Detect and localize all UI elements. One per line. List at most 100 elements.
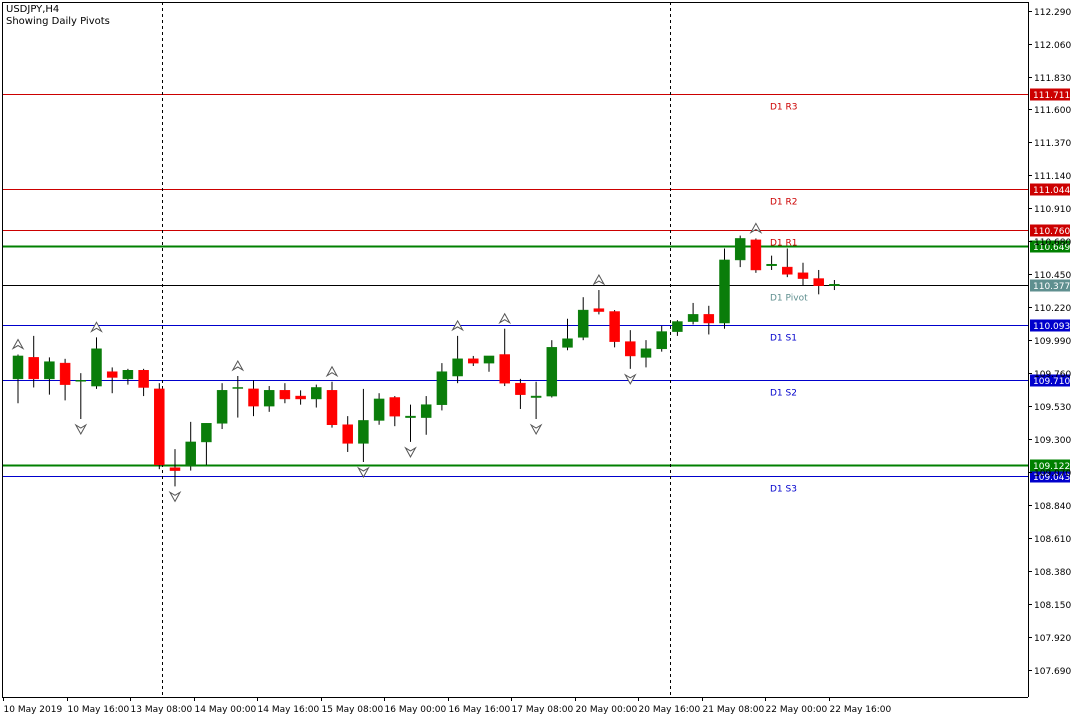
candle-body-47	[750, 239, 762, 271]
y-tick-label-4: 111.370	[1034, 139, 1071, 149]
level-tag-d1-s1	[1030, 319, 1070, 332]
candle-30[interactable]	[483, 355, 495, 372]
candle-body-13	[216, 390, 228, 424]
level-tag-d1-r2	[1030, 183, 1070, 196]
candle-51[interactable]	[813, 269, 824, 295]
y-tick-label-1: 112.060	[1034, 41, 1071, 51]
candle-44[interactable]	[703, 305, 715, 335]
level-tag-value-d1-s2: 109.710	[1033, 377, 1070, 387]
candle-12[interactable]	[201, 423, 212, 465]
level-name-d1-s1: D1 S1	[770, 334, 797, 344]
candle-28[interactable]	[452, 335, 463, 384]
candle-35[interactable]	[562, 318, 573, 351]
candle-45[interactable]	[719, 248, 730, 329]
level-tag-d1-pivot	[1030, 279, 1070, 292]
level-tag-value-d1-s1: 110.093	[1033, 322, 1070, 332]
candle-0[interactable]	[12, 354, 24, 404]
fractal-down-arrow-12	[623, 373, 637, 385]
candle-4[interactable]	[75, 373, 87, 419]
candle-body-33	[530, 395, 542, 398]
candle-20[interactable]	[326, 381, 338, 428]
candle-body-5	[91, 348, 102, 387]
candle-body-51	[813, 278, 824, 286]
candle-40[interactable]	[640, 340, 652, 368]
candle-8[interactable]	[138, 368, 149, 397]
fractal-up-arrow-4	[231, 359, 245, 372]
level-tag-value-d1-r2: 111.044	[1033, 186, 1070, 196]
candle-49[interactable]	[782, 248, 793, 278]
candle-body-43	[687, 314, 699, 322]
candle-46[interactable]	[734, 235, 746, 268]
y-tick-label-5: 111.140	[1034, 172, 1071, 182]
candle-9[interactable]	[154, 383, 165, 470]
candle-16[interactable]	[263, 386, 275, 412]
candle-14[interactable]	[232, 376, 244, 418]
candle-27[interactable]	[436, 363, 448, 411]
level-tag-d1-s3	[1030, 470, 1070, 483]
candle-32[interactable]	[515, 378, 526, 409]
level-name-d1-pivot: D1 Pivot	[770, 294, 808, 304]
candle-body-40	[640, 348, 652, 358]
candle-43[interactable]	[687, 302, 699, 325]
candle-body-26	[420, 404, 432, 418]
candle-13[interactable]	[216, 383, 228, 430]
candle-body-1	[28, 357, 39, 380]
candle-36[interactable]	[577, 297, 589, 341]
candle-38[interactable]	[609, 310, 620, 348]
candle-23[interactable]	[373, 393, 385, 425]
candle-52[interactable]	[829, 280, 840, 291]
candle-body-41	[656, 331, 667, 350]
candle-24[interactable]	[389, 396, 401, 427]
candle-body-6	[106, 371, 118, 378]
candle-18[interactable]	[295, 390, 306, 405]
candle-5[interactable]	[91, 337, 102, 389]
candle-17[interactable]	[279, 383, 291, 404]
candle-19[interactable]	[311, 384, 322, 408]
candle-11[interactable]	[185, 421, 196, 471]
candle-body-4	[75, 380, 87, 382]
candle-body-12	[201, 423, 212, 443]
fractal-up-arrow-8	[451, 319, 464, 332]
candle-body-18	[295, 395, 306, 400]
candle-41[interactable]	[656, 325, 667, 352]
axes-layer: 111.711 111.044 110.760 110.377 110.093 109.7…	[2, 2, 1071, 715]
fractal-down-arrow-3	[168, 490, 182, 503]
fractal-up-arrow-13	[749, 222, 763, 234]
candle-6[interactable]	[106, 367, 118, 394]
candle-21[interactable]	[342, 416, 353, 452]
candle-body-17	[279, 390, 291, 400]
candle-42[interactable]	[672, 320, 683, 336]
candle-7[interactable]	[122, 368, 134, 385]
candle-47[interactable]	[750, 238, 762, 273]
candle-2[interactable]	[44, 357, 55, 395]
y-tick-label-18: 108.150	[1034, 601, 1071, 611]
candle-15[interactable]	[248, 380, 259, 417]
candle-37[interactable]	[593, 290, 605, 315]
candle-25[interactable]	[405, 404, 416, 442]
x-tick-label-9: 20 May 00:00	[576, 705, 638, 715]
candle-body-31	[499, 354, 510, 384]
candle-31[interactable]	[499, 328, 510, 387]
candle-body-14	[232, 387, 244, 389]
candle-10[interactable]	[169, 449, 181, 487]
y-tick-label-15: 108.840	[1034, 502, 1071, 512]
candle-48[interactable]	[766, 255, 777, 270]
candle-1[interactable]	[28, 335, 39, 388]
indicator-caption: Showing Daily Pivots	[6, 16, 110, 27]
candle-body-42	[672, 321, 683, 332]
candle-29[interactable]	[468, 355, 479, 366]
candle-3[interactable]	[59, 358, 71, 401]
candle-26[interactable]	[420, 396, 432, 435]
candle-22[interactable]	[358, 388, 369, 462]
level-tag-d1-s2	[1030, 374, 1070, 387]
candle-34[interactable]	[546, 340, 558, 398]
y-tick-label-20: 107.690	[1034, 667, 1071, 677]
x-tick-label-12: 22 May 00:00	[766, 705, 828, 715]
candle-39[interactable]	[625, 330, 636, 369]
level-name-d1-s2: D1 S2	[770, 389, 797, 399]
candle-33[interactable]	[530, 381, 542, 419]
x-tick-label-3: 14 May 00:00	[195, 705, 257, 715]
candle-50[interactable]	[797, 262, 809, 286]
